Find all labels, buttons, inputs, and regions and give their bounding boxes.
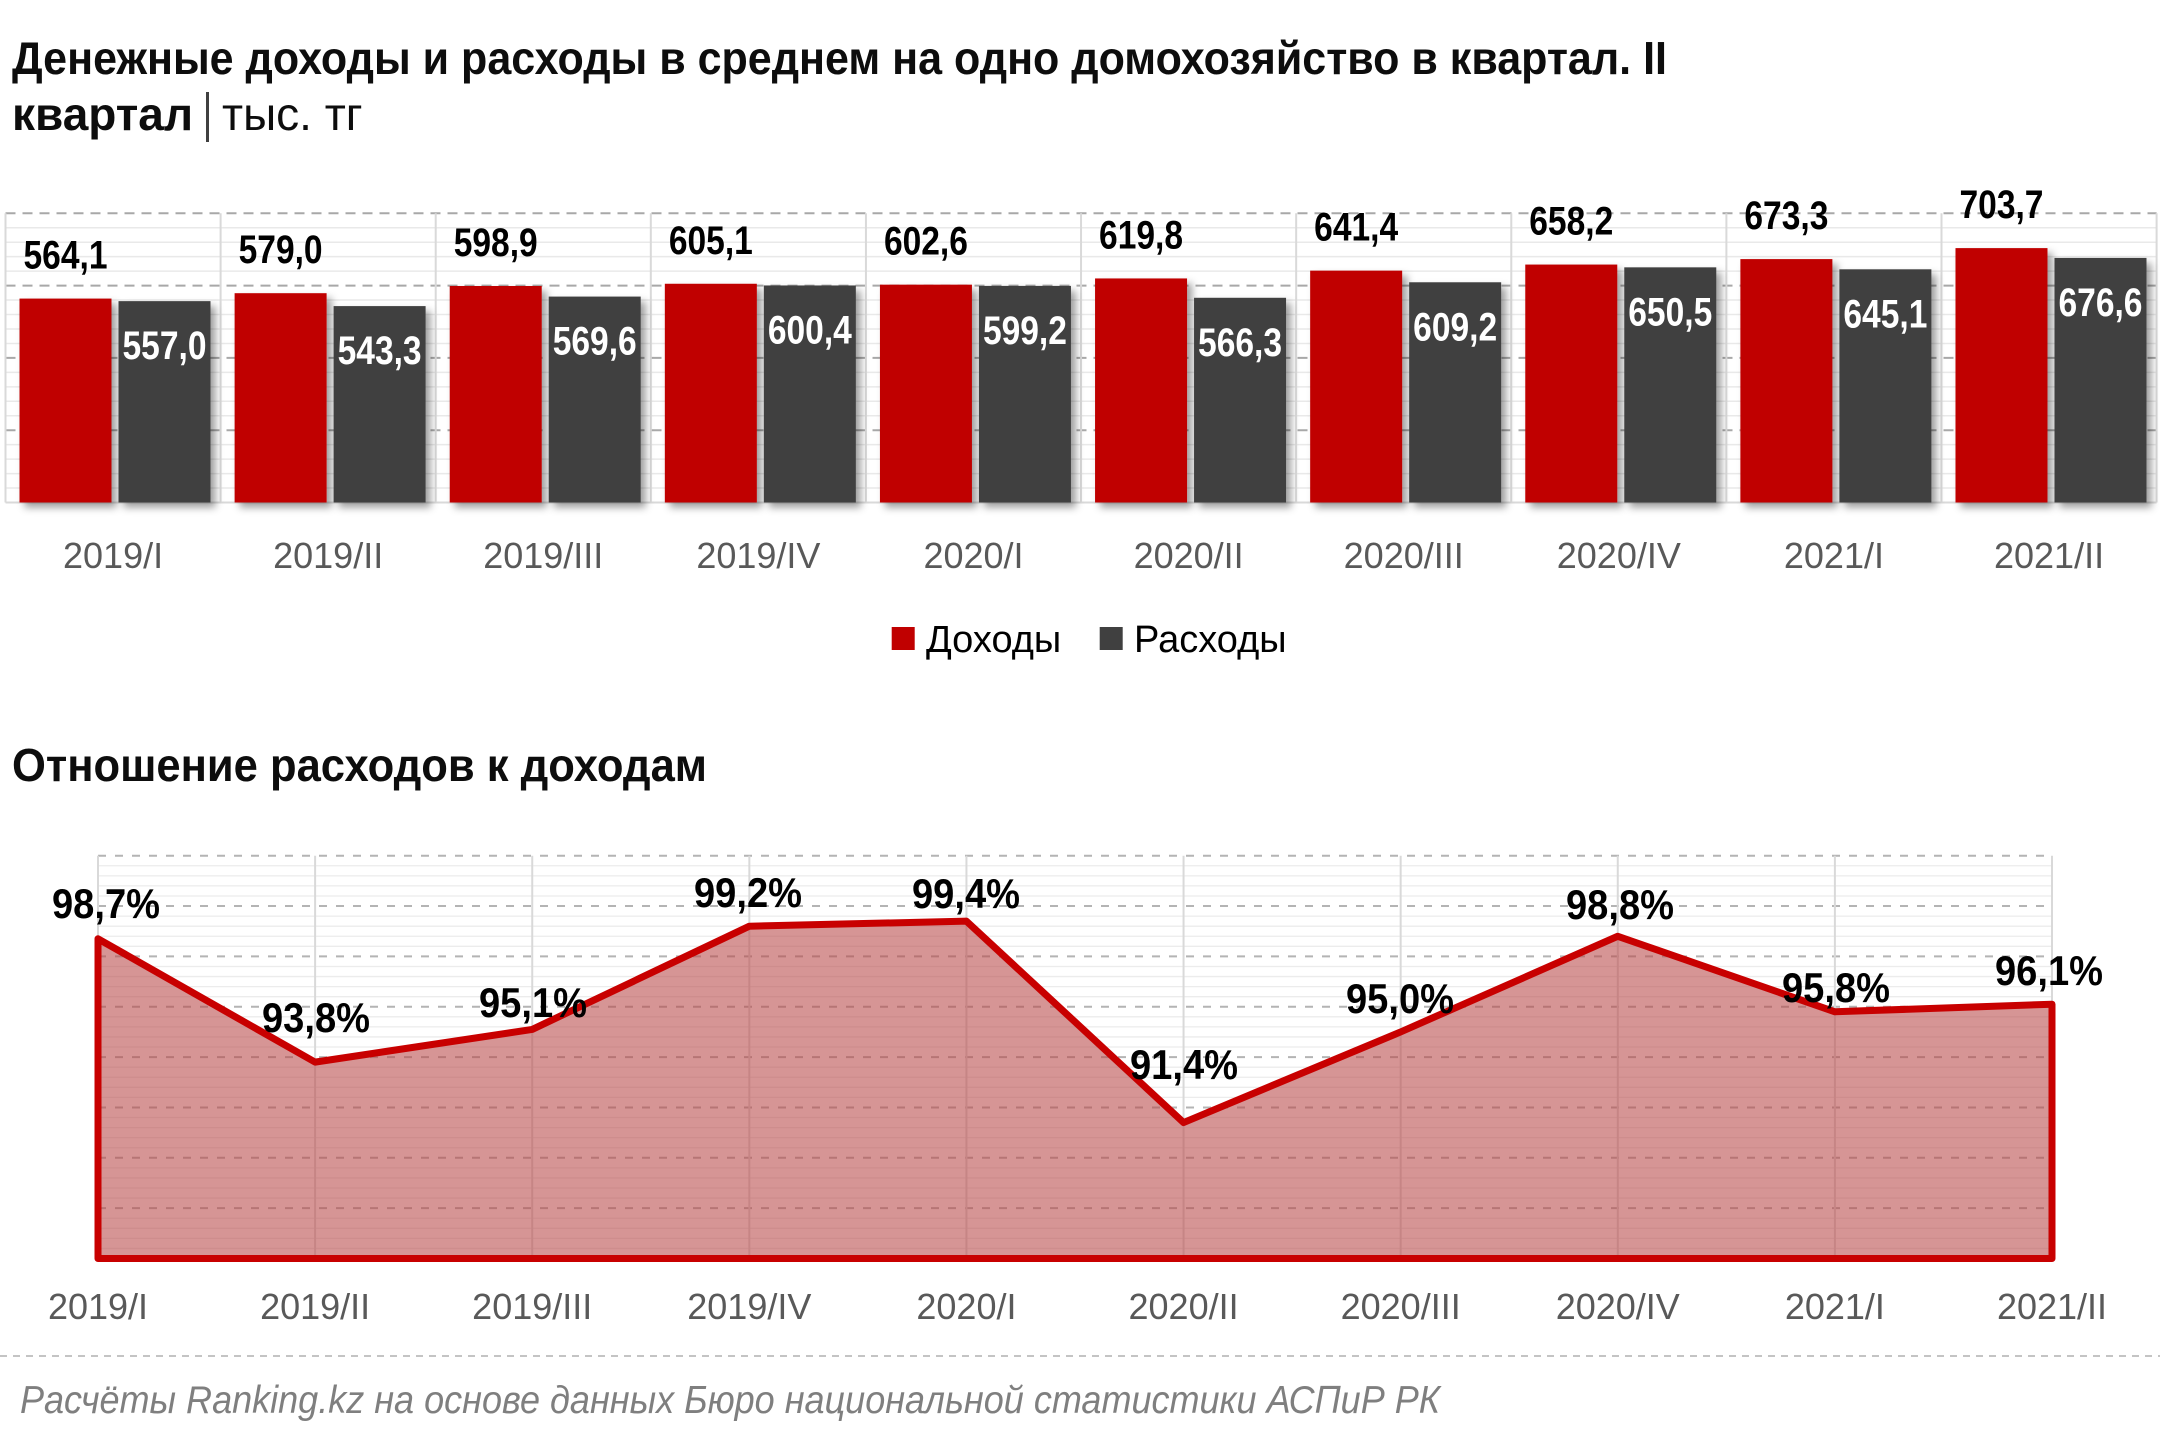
- svg-text:Доходы: Доходы: [926, 619, 1061, 661]
- svg-text:2019/I: 2019/I: [63, 535, 163, 576]
- svg-text:Денежные доходы и расходы в ср: Денежные доходы и расходы в среднем на о…: [12, 32, 1667, 84]
- svg-text:600,4: 600,4: [768, 308, 853, 352]
- svg-text:95,1%: 95,1%: [479, 979, 587, 1026]
- svg-text:тыс. тг: тыс. тг: [222, 88, 363, 140]
- svg-text:95,0%: 95,0%: [1346, 975, 1454, 1022]
- svg-text:599,2: 599,2: [983, 309, 1067, 353]
- svg-text:2019/III: 2019/III: [472, 1286, 592, 1327]
- svg-text:598,9: 598,9: [454, 221, 538, 265]
- svg-text:91,4%: 91,4%: [1130, 1041, 1238, 1088]
- svg-text:2021/II: 2021/II: [1997, 1286, 2107, 1327]
- svg-text:543,3: 543,3: [338, 329, 422, 373]
- svg-text:2021/I: 2021/I: [1785, 1286, 1885, 1327]
- svg-text:2019/III: 2019/III: [483, 535, 603, 576]
- svg-text:557,0: 557,0: [123, 324, 207, 368]
- svg-text:2019/IV: 2019/IV: [696, 535, 820, 576]
- svg-text:2020/II: 2020/II: [1134, 535, 1244, 576]
- svg-text:619,8: 619,8: [1099, 213, 1183, 257]
- svg-text:650,5: 650,5: [1628, 290, 1712, 334]
- svg-text:609,2: 609,2: [1413, 305, 1497, 349]
- svg-text:99,2%: 99,2%: [694, 869, 802, 916]
- svg-text:641,4: 641,4: [1314, 206, 1399, 250]
- svg-text:2019/II: 2019/II: [273, 535, 383, 576]
- svg-text:2021/II: 2021/II: [1994, 535, 2104, 576]
- svg-text:2020/I: 2020/I: [916, 1286, 1016, 1327]
- svg-text:569,6: 569,6: [553, 320, 637, 364]
- svg-text:602,6: 602,6: [884, 220, 968, 264]
- svg-text:673,3: 673,3: [1744, 194, 1828, 238]
- svg-text:2020/III: 2020/III: [1344, 535, 1464, 576]
- svg-text:566,3: 566,3: [1198, 321, 1282, 365]
- svg-text:605,1: 605,1: [669, 219, 753, 263]
- svg-text:2021/I: 2021/I: [1784, 535, 1884, 576]
- svg-text:98,8%: 98,8%: [1566, 881, 1674, 928]
- svg-text:2020/III: 2020/III: [1341, 1286, 1461, 1327]
- svg-text:2020/IV: 2020/IV: [1557, 535, 1681, 576]
- svg-text:98,7%: 98,7%: [52, 880, 160, 927]
- svg-text:95,8%: 95,8%: [1782, 964, 1890, 1011]
- svg-text:99,4%: 99,4%: [912, 870, 1020, 917]
- svg-text:703,7: 703,7: [1959, 183, 2043, 227]
- svg-text:579,0: 579,0: [239, 228, 323, 272]
- svg-text:2020/II: 2020/II: [1129, 1286, 1239, 1327]
- svg-text:2020/I: 2020/I: [923, 535, 1023, 576]
- svg-text:676,6: 676,6: [2058, 281, 2142, 325]
- svg-text:квартал: квартал: [12, 88, 193, 140]
- svg-text:658,2: 658,2: [1529, 200, 1613, 244]
- svg-text:564,1: 564,1: [24, 234, 108, 278]
- svg-text:2019/I: 2019/I: [48, 1286, 148, 1327]
- svg-text:96,1%: 96,1%: [1995, 947, 2103, 994]
- svg-text:93,8%: 93,8%: [262, 994, 370, 1041]
- svg-text:Расчёты Ranking.kz на основе д: Расчёты Ranking.kz на основе данных Бюро…: [20, 1379, 1442, 1422]
- svg-text:2020/IV: 2020/IV: [1556, 1286, 1680, 1327]
- svg-text:Отношение расходов к доходам: Отношение расходов к доходам: [12, 739, 707, 791]
- svg-text:2019/II: 2019/II: [260, 1286, 370, 1327]
- svg-text:Расходы: Расходы: [1134, 619, 1287, 661]
- svg-text:645,1: 645,1: [1843, 292, 1927, 336]
- svg-text:2019/IV: 2019/IV: [687, 1286, 811, 1327]
